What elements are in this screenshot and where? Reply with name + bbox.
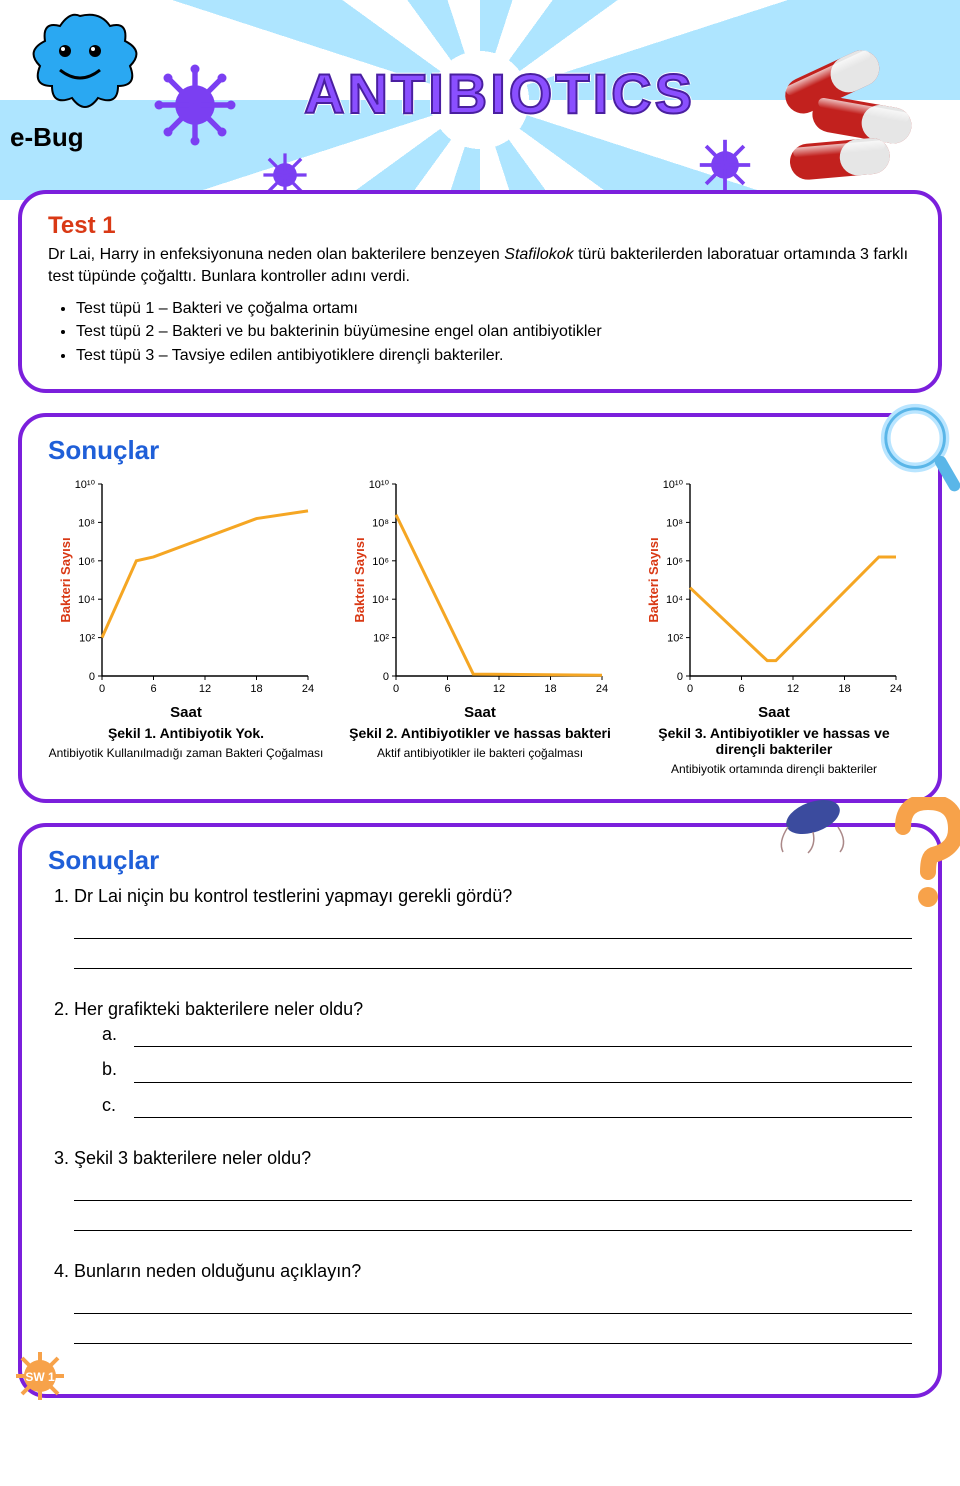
svg-text:18: 18 [544, 683, 556, 695]
answer-line[interactable] [134, 1098, 912, 1118]
svg-text:6: 6 [150, 683, 156, 695]
svg-text:10⁴: 10⁴ [666, 594, 683, 606]
chart-2-sub: Aktif antibiyotikler ile bakteri çoğalma… [377, 746, 583, 761]
questions-box: Sonuçlar Dr Lai niçin bu kontrol testler… [18, 823, 942, 1398]
svg-text:10⁴: 10⁴ [372, 594, 389, 606]
chart-xlabel: Saat [170, 704, 202, 721]
sw-badge-text: SW 1 [25, 1370, 55, 1384]
test-item: Test tüpü 1 – Bakteri ve çoğalma ortamı [76, 297, 912, 320]
answer-line[interactable] [74, 917, 912, 939]
svg-text:24: 24 [302, 683, 314, 695]
svg-text:24: 24 [596, 683, 608, 695]
test-intro: Dr Lai, Harry in enfeksiyonuna neden ola… [48, 244, 912, 287]
ebug-logo: e-Bug [10, 6, 150, 156]
svg-text:10⁶: 10⁶ [666, 556, 683, 568]
test-title: Test 1 [48, 212, 912, 240]
svg-text:Bakteri Sayısı: Bakteri Sayısı [646, 537, 661, 622]
svg-text:10²: 10² [373, 632, 389, 644]
question-1: Dr Lai niçin bu kontrol testlerini yapma… [74, 884, 912, 969]
magnifier-icon [876, 399, 960, 509]
answer-line[interactable] [74, 1179, 912, 1201]
charts-row: 010²10⁴10⁶10⁸10¹⁰06121824Bakteri Sayısı … [48, 474, 912, 777]
answer-line[interactable] [74, 1209, 912, 1231]
svg-text:10²: 10² [79, 632, 95, 644]
chart-2: 010²10⁴10⁶10⁸10¹⁰06121824Bakteri Sayısı … [342, 474, 618, 777]
svg-text:10¹⁰: 10¹⁰ [663, 479, 684, 491]
chart-2-svg: 0 10² 10⁴ 10⁶ 10⁸ 10¹⁰ 0 6 12 18 24 Bakteri Sayısı [350, 474, 610, 704]
question-3: Şekil 3 bakterilere neler oldu? [74, 1146, 912, 1231]
results-box: Sonuçlar 0 10² 10⁴ 10⁶ 10⁸ 10¹⁰ 0 6 12 18 24 Bakter… [18, 413, 942, 803]
svg-text:0: 0 [393, 683, 399, 695]
test-list: Test tüpü 1 – Bakteri ve çoğalma ortamı … [48, 297, 912, 367]
svg-text:Bakteri Sayısı: Bakteri Sayısı [352, 537, 367, 622]
bacterium-icon [768, 787, 858, 857]
answer-line[interactable] [74, 1322, 912, 1344]
chart-3-sub: Antibiyotik ortamında dirençli bakterile… [671, 762, 877, 777]
test-item: Test tüpü 3 – Tavsiye edilen antibiyotik… [76, 344, 912, 367]
svg-text:0: 0 [383, 671, 389, 683]
test-intro-italic: Stafilokok [504, 246, 573, 263]
chart-2-caption: Şekil 2. Antibiyotikler ve hassas bakter… [349, 725, 611, 741]
question-3-text: Şekil 3 bakterilere neler oldu? [74, 1148, 311, 1168]
svg-text:18: 18 [838, 683, 850, 695]
pills-icon [750, 40, 950, 200]
svg-text:0: 0 [89, 671, 95, 683]
svg-text:10⁶: 10⁶ [372, 556, 389, 568]
svg-text:18: 18 [250, 683, 262, 695]
test-intro-pre: Dr Lai, Harry in enfeksiyonuna neden ola… [48, 246, 504, 263]
chart-3-caption: Şekil 3. Antibiyotikler ve hassas ve dir… [636, 725, 912, 757]
svg-text:24: 24 [890, 683, 902, 695]
svg-text:0: 0 [677, 671, 683, 683]
svg-text:10⁸: 10⁸ [78, 517, 95, 529]
svg-text:6: 6 [444, 683, 450, 695]
svg-text:12: 12 [493, 683, 505, 695]
sw-badge: SW 1 [12, 1348, 68, 1404]
svg-text:10¹⁰: 10¹⁰ [75, 479, 96, 491]
virus-icon [694, 134, 757, 197]
answer-line[interactable] [74, 947, 912, 969]
svg-text:10¹⁰: 10¹⁰ [369, 479, 390, 491]
svg-text:Bakteri Sayısı: Bakteri Sayısı [58, 537, 73, 622]
svg-text:10⁶: 10⁶ [78, 556, 95, 568]
question-2: Her grafikteki bakterilere neler oldu? a… [74, 997, 912, 1118]
virus-icon [150, 60, 240, 150]
answer-line[interactable] [134, 1063, 912, 1083]
svg-text:12: 12 [199, 683, 211, 695]
svg-text:10⁴: 10⁴ [78, 594, 95, 606]
answer-line[interactable] [74, 1292, 912, 1314]
chart-xlabel: Saat [758, 704, 790, 721]
svg-text:10⁸: 10⁸ [666, 517, 683, 529]
ebug-logo-text: e-Bug [10, 122, 84, 152]
test-item: Test tüpü 2 – Bakteri ve bu bakterinin b… [76, 320, 912, 343]
results-title: Sonuçlar [48, 435, 912, 466]
question-1-text: Dr Lai niçin bu kontrol testlerini yapma… [74, 886, 512, 906]
svg-text:0: 0 [687, 683, 693, 695]
question-4-text: Bunların neden olduğunu açıklayın? [74, 1261, 361, 1281]
q2-sub-c: c. [102, 1093, 124, 1118]
question-4: Bunların neden olduğunu açıklayın? [74, 1259, 912, 1344]
answer-line[interactable] [134, 1027, 912, 1047]
test-box: Test 1 Dr Lai, Harry in enfeksiyonuna ne… [18, 190, 942, 393]
page-title: ANTIBIOTICS [304, 61, 695, 126]
svg-text:6: 6 [738, 683, 744, 695]
banner: e-Bug [0, 0, 960, 200]
q2-sub-a: a. [102, 1022, 124, 1047]
chart-1: 010²10⁴10⁶10⁸10¹⁰06121824Bakteri Sayısı … [48, 474, 324, 777]
svg-text:10²: 10² [667, 632, 683, 644]
chart-1-sub: Antibiyotik Kullanılmadığı zaman Bakteri… [49, 746, 324, 761]
chart-1-caption: Şekil 1. Antibiyotik Yok. [108, 725, 264, 741]
q2-sub-b: b. [102, 1057, 124, 1082]
svg-text:10⁸: 10⁸ [372, 517, 389, 529]
chart-1-svg: 0 10² 10⁴ 10⁶ 10⁸ 10¹⁰ 0 6 12 18 24 Bakteri Sayısı [56, 474, 316, 704]
chart-xlabel: Saat [464, 704, 496, 721]
svg-text:12: 12 [787, 683, 799, 695]
question-mark-icon [888, 797, 960, 917]
question-2-text: Her grafikteki bakterilere neler oldu? [74, 999, 363, 1019]
chart-3: 010²10⁴10⁶10⁸10¹⁰06121824Bakteri Sayısı … [636, 474, 912, 777]
svg-text:0: 0 [99, 683, 105, 695]
chart-3-svg: 0 10² 10⁴ 10⁶ 10⁸ 10¹⁰ 0 6 12 18 24 Bakteri Sayısı [644, 474, 904, 704]
